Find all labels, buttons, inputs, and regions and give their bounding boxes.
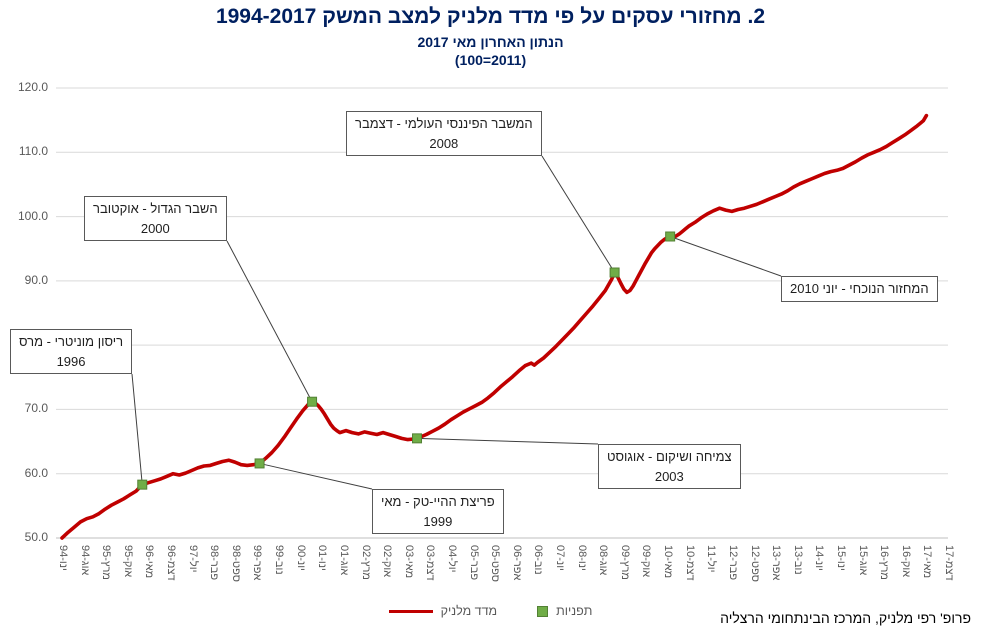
x-axis-label: מרץ-02	[359, 545, 372, 580]
x-axis-label: אוק-16	[899, 545, 912, 578]
x-axis-label: אוג-01	[337, 545, 350, 576]
x-axis-label: אוק-95	[121, 545, 134, 578]
legend-item-melnick-index: מדד מלניק	[388, 604, 498, 618]
x-axis-label: אפר-06	[510, 545, 523, 581]
x-axis-label: אפר-99	[251, 545, 264, 581]
x-axis-label: יונ-07	[554, 545, 567, 571]
x-axis-label: מאי-03	[402, 545, 415, 579]
annotation-text-line: צמיחה ושיקום - אוגוסט	[607, 449, 732, 464]
annotation-connector-great-crash-2000	[226, 240, 313, 402]
legend-item-turning-points: תפניות	[537, 604, 592, 618]
x-axis-label: ינו-94	[57, 545, 69, 571]
credit-text: פרופ' רפי מלניק, המרכז הבינתחומי הרצליה	[720, 610, 971, 626]
annotation-connector-global-financial-crisis-2008	[541, 155, 616, 273]
annotation-text-line: 1999	[423, 513, 453, 529]
x-axis-label: דצמ-03	[424, 545, 437, 581]
x-axis-label: נוב-99	[273, 545, 286, 575]
annotation-connectors	[131, 155, 782, 490]
legend-label-turning-points: תפניות	[556, 604, 593, 618]
x-axis-label: יול-04	[445, 545, 458, 573]
x-axis-label: ספט-12	[748, 545, 761, 582]
x-axis-label: ינו-08	[575, 545, 588, 571]
annotation-monetary-restraint-1996: ריסון מוניטרי - מרס 1996	[10, 329, 133, 374]
x-axis-label: ספט-05	[489, 545, 502, 582]
red-line-swatch	[388, 609, 433, 613]
turning-point-marker	[137, 479, 148, 490]
y-axis-label: 110.0	[18, 144, 48, 159]
x-axis-label: מרץ-09	[618, 545, 631, 580]
chart-subtitle: הנתון האחרון מאי 2017	[417, 34, 564, 50]
x-axis-label: מרץ-16	[878, 545, 891, 580]
turning-point-marker	[254, 458, 265, 469]
x-axis-label: מאי-10	[662, 545, 675, 579]
turning-point-marker	[609, 267, 620, 278]
x-axis-label: ינו-01	[316, 545, 329, 571]
x-axis-label: דצמ-17	[943, 545, 955, 581]
annotation-connector-hitech-boom-1999	[259, 462, 373, 490]
x-axis-label: אוג-94	[78, 545, 91, 576]
annotation-text-line: המחזור הנוכחי - יוני 2010	[790, 281, 929, 296]
annotation-connector-current-cycle-2010	[669, 236, 782, 277]
annotation-text-line: ריסון מוניטרי - מרס	[19, 334, 124, 349]
turning-point-marker	[307, 396, 318, 407]
y-axis-label: 70.0	[24, 401, 48, 416]
y-axis-label: 90.0	[24, 272, 48, 287]
turning-point-marker	[665, 231, 676, 242]
annotation-text-line: פריצת ההיי-טק - מאי	[381, 494, 495, 509]
x-axis-label: יונ-00	[294, 545, 307, 571]
x-axis-label: ספט-98	[229, 545, 242, 582]
turning-point-marker	[412, 433, 423, 444]
annotation-text-line: המשבר הפיננסי העולמי - דצמבר	[355, 116, 533, 131]
x-axis-label: יול-11	[705, 545, 718, 573]
y-axis-label: 120.0	[17, 80, 48, 94]
x-axis-label: אוק-02	[381, 545, 394, 578]
x-axis-label: יול-97	[186, 545, 199, 573]
green-square-swatch	[537, 605, 549, 617]
x-axis-label: מאי-17	[921, 545, 934, 579]
annotation-hitech-boom-1999: פריצת ההיי-טק - מאי 1999	[372, 489, 504, 534]
chart-base-note: (2011=100)	[454, 52, 527, 68]
annotation-text-line: 2000	[140, 220, 170, 236]
annotation-current-cycle-2010: המחזור הנוכחי - יוני 2010	[781, 276, 938, 302]
turning-point-markers	[137, 231, 676, 490]
x-axis-label: פבר-12	[726, 545, 739, 581]
x-axis-label: אוג-15	[856, 545, 869, 576]
annotation-great-crash-2000: השבר הגדול - אוקטובר 2000	[84, 196, 227, 241]
x-axis-label: פבר-05	[467, 545, 480, 581]
legend-label-melnick-index: מדד מלניק	[440, 604, 498, 618]
y-axis-label: 60.0	[24, 465, 48, 480]
x-axis-label: דצמ-10	[683, 545, 696, 581]
x-axis-label: נוב-06	[532, 545, 545, 575]
y-axis-label: 100.0	[17, 208, 48, 223]
annotation-growth-recovery-2003: צמיחה ושיקום - אוגוסט 2003	[598, 444, 741, 489]
annotation-text-line: השבר הגדול - אוקטובר	[93, 201, 218, 216]
series-lines	[60, 113, 929, 540]
x-axis-label: ינו-15	[834, 545, 847, 571]
x-axis-label: נוב-13	[791, 545, 804, 575]
annotation-connector-monetary-restraint-1996	[131, 373, 143, 485]
annotation-connector-growth-recovery-2003	[417, 437, 599, 445]
x-axis-label: אוג-08	[597, 545, 610, 576]
annotation-text-line: 2003	[654, 468, 684, 484]
annotation-text-line: 1996	[56, 353, 86, 369]
annotation-global-financial-crisis-2008: המשבר הפיננסי העולמי - דצמבר 2008	[346, 111, 542, 156]
x-axis-label: אפר-13	[770, 545, 783, 581]
x-axis-label: יונ-14	[813, 545, 826, 571]
chart-title: 2. מחזורי עסקים על פי מדד מלניק למצב המש…	[215, 5, 766, 28]
x-axis-label: דצמ-96	[165, 545, 178, 581]
x-axis-label: פבר-98	[208, 545, 221, 581]
x-axis-label: מאי-96	[143, 545, 156, 579]
x-axis-label: מרץ-95	[100, 545, 113, 580]
melnick-index-line	[60, 113, 929, 540]
legend: מדד מלניק תפניות	[0, 604, 981, 618]
y-axis-label: 50.0	[24, 530, 48, 544]
x-axis-label: אוק-09	[640, 545, 653, 578]
annotation-text-line: 2008	[429, 135, 459, 151]
